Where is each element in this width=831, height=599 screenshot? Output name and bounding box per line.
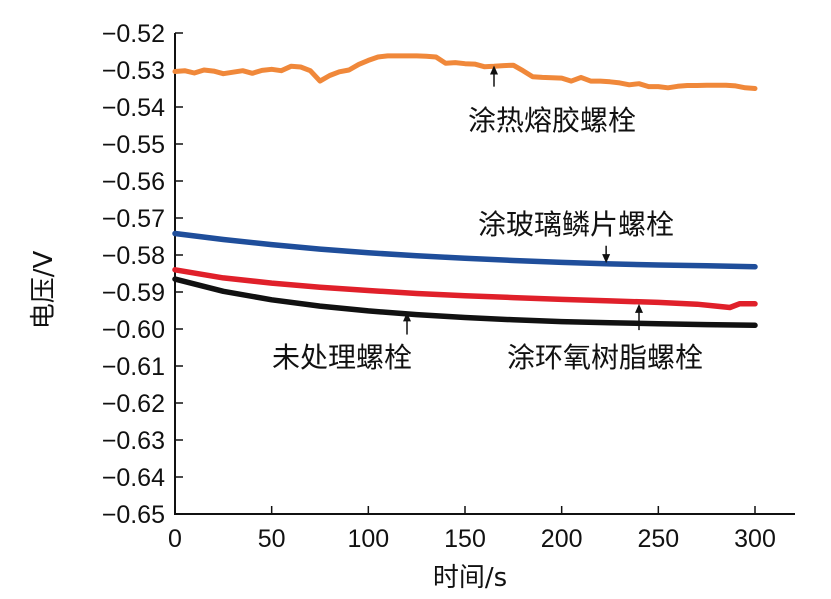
x-tick-label: 250	[637, 525, 679, 553]
y-tick-label: −0.58	[102, 242, 165, 270]
series-line-glass-flake	[172, 230, 758, 270]
y-tick-label: −0.57	[102, 205, 165, 233]
y-tick-label: −0.62	[102, 390, 165, 418]
annotation-epoxy: 涂环氧树脂螺栓	[507, 341, 703, 374]
x-tick-label: 50	[258, 525, 286, 553]
y-tick-label: −0.54	[102, 94, 165, 122]
arrowhead	[403, 312, 411, 322]
y-tick-label: −0.59	[102, 279, 165, 307]
y-tick-label: −0.64	[102, 464, 165, 492]
annotation-untreated: 未处理螺栓	[272, 341, 412, 374]
y-ticks: −0.52 −0.53 −0.54 −0.55 −0.56 −0.57 −0.58 −0.59…	[102, 20, 183, 529]
y-tick-label: −0.52	[102, 20, 165, 48]
series-layer	[172, 53, 758, 329]
x-tick-label: 200	[541, 525, 583, 553]
y-tick-label: −0.55	[102, 131, 165, 159]
x-ticks: 0 50 100 150 200 250 300	[168, 506, 776, 553]
y-tick-label: −0.65	[102, 501, 165, 529]
y-axis-title: 电压/V	[29, 251, 59, 330]
y-tick-label: −0.56	[102, 168, 165, 196]
x-tick-label: 100	[347, 525, 389, 553]
arrowhead	[635, 303, 643, 313]
y-tick-label: −0.53	[102, 57, 165, 85]
x-axis-title: 时间/s	[433, 563, 507, 593]
y-tick-label: −0.63	[102, 427, 165, 455]
series-line-untreated	[172, 276, 758, 329]
series-line-hot-melt	[172, 53, 758, 91]
y-tick-label: −0.60	[102, 316, 165, 344]
x-tick-label: 0	[168, 525, 182, 553]
plot-frame	[174, 33, 795, 515]
y-tick-label: −0.61	[102, 353, 165, 381]
annotation-hot-melt: 涂热熔胶螺栓	[468, 104, 636, 137]
series-line-epoxy	[172, 267, 758, 311]
arrowhead	[602, 254, 611, 264]
arrowhead	[490, 65, 498, 75]
x-tick-label: 300	[734, 525, 776, 553]
annotation-glass-flake: 涂玻璃鳞片螺栓	[478, 208, 674, 241]
x-tick-label: 150	[444, 525, 486, 553]
